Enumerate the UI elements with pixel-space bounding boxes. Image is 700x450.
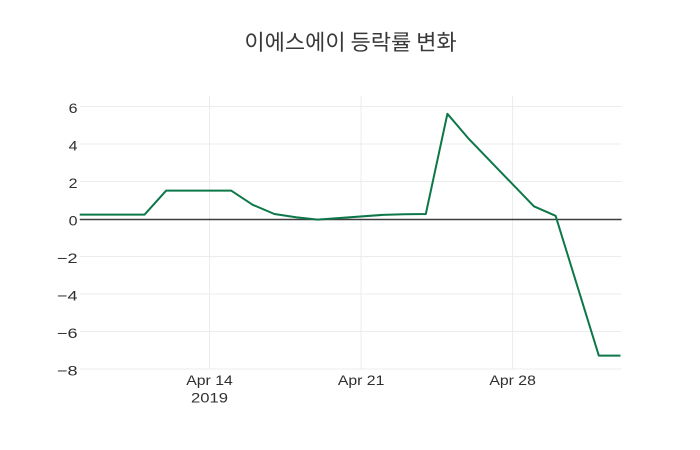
svg-text:4: 4	[69, 137, 78, 153]
svg-text:−2: −2	[57, 250, 78, 266]
svg-text:6: 6	[69, 100, 78, 116]
svg-text:2: 2	[69, 175, 78, 191]
svg-text:0: 0	[69, 212, 78, 228]
svg-text:Apr 28: Apr 28	[489, 372, 536, 388]
svg-text:−8: −8	[57, 362, 78, 378]
svg-text:−6: −6	[57, 325, 78, 341]
svg-text:2019: 2019	[191, 389, 228, 405]
svg-text:Apr 14: Apr 14	[186, 372, 233, 388]
svg-text:Apr 21: Apr 21	[338, 372, 385, 388]
svg-text:−4: −4	[57, 287, 78, 303]
